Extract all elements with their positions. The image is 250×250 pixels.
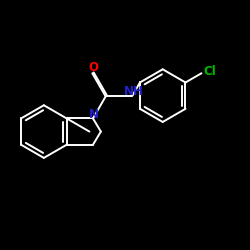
Text: Cl: Cl [204,64,216,78]
Text: N: N [89,108,99,120]
Text: O: O [88,61,98,74]
Text: NH: NH [124,85,143,98]
